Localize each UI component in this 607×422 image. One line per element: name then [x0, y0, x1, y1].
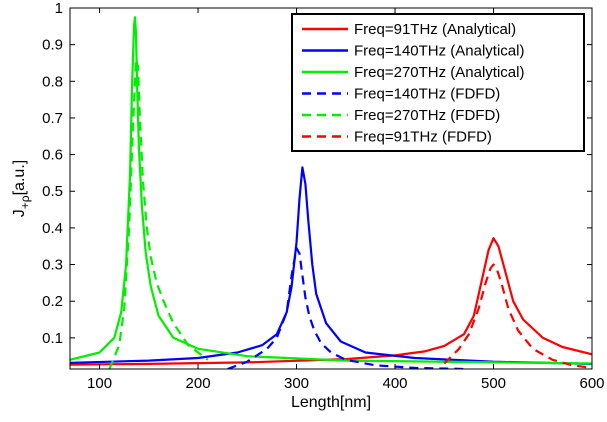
x-axis-label: Length[nm] [291, 394, 371, 411]
legend-entry: Freq=140THz (FDFD) [354, 86, 500, 103]
series-line-6 [443, 263, 592, 369]
series-layer [70, 16, 592, 369]
y-tick-label: 0.2 [42, 293, 63, 310]
y-tick-label: 0.9 [42, 37, 63, 54]
legend-entry: Freq=270THz (FDFD) [354, 107, 500, 124]
x-tick-label: 500 [481, 375, 506, 392]
legend-entry: Freq=91THz (FDFD) [354, 129, 492, 146]
legend-entry: Freq=140THz (Analytical) [354, 43, 524, 60]
y-tick-label: 0.6 [42, 147, 63, 164]
y-tick-label: 0.1 [42, 330, 63, 347]
y-tick-label: 0.7 [42, 110, 63, 127]
x-tick-label: 100 [87, 375, 112, 392]
y-tick-label: 0.3 [42, 257, 63, 274]
series-line-4 [227, 247, 465, 369]
legend-entry: Freq=91THz (Analytical) [354, 21, 516, 38]
series-line-2 [70, 166, 592, 365]
y-tick-label: 0.5 [42, 183, 63, 200]
y-axis-label-main: J [11, 209, 28, 217]
y-axis-label-suffix: [a.u.] [11, 160, 28, 196]
axes-frame [69, 7, 593, 370]
y-axis-label: J+ρ[a.u.] [11, 160, 32, 217]
x-tick-label: 400 [383, 375, 408, 392]
y-tick-label: 0.8 [42, 73, 63, 90]
x-tick-label: 200 [186, 375, 211, 392]
x-tick-label: 300 [284, 375, 309, 392]
tick-layer: 100 200 300 400 500 600 0.1 0.2 0.3 0.4 0.5 0.6 0.7 0… [42, 0, 604, 392]
y-tick-label: 0.4 [42, 220, 63, 237]
y-tick-label: 1 [55, 0, 63, 17]
x-tick-label: 600 [579, 375, 604, 392]
legend-box [291, 13, 585, 152]
legend-entry: Freq=270THz (Analytical) [354, 64, 524, 81]
legend: Freq=91THz (Analytical) Freq=140THz (Anal… [291, 13, 585, 152]
y-axis-label-sub: +ρ [18, 195, 32, 209]
series-line-1 [70, 237, 592, 366]
